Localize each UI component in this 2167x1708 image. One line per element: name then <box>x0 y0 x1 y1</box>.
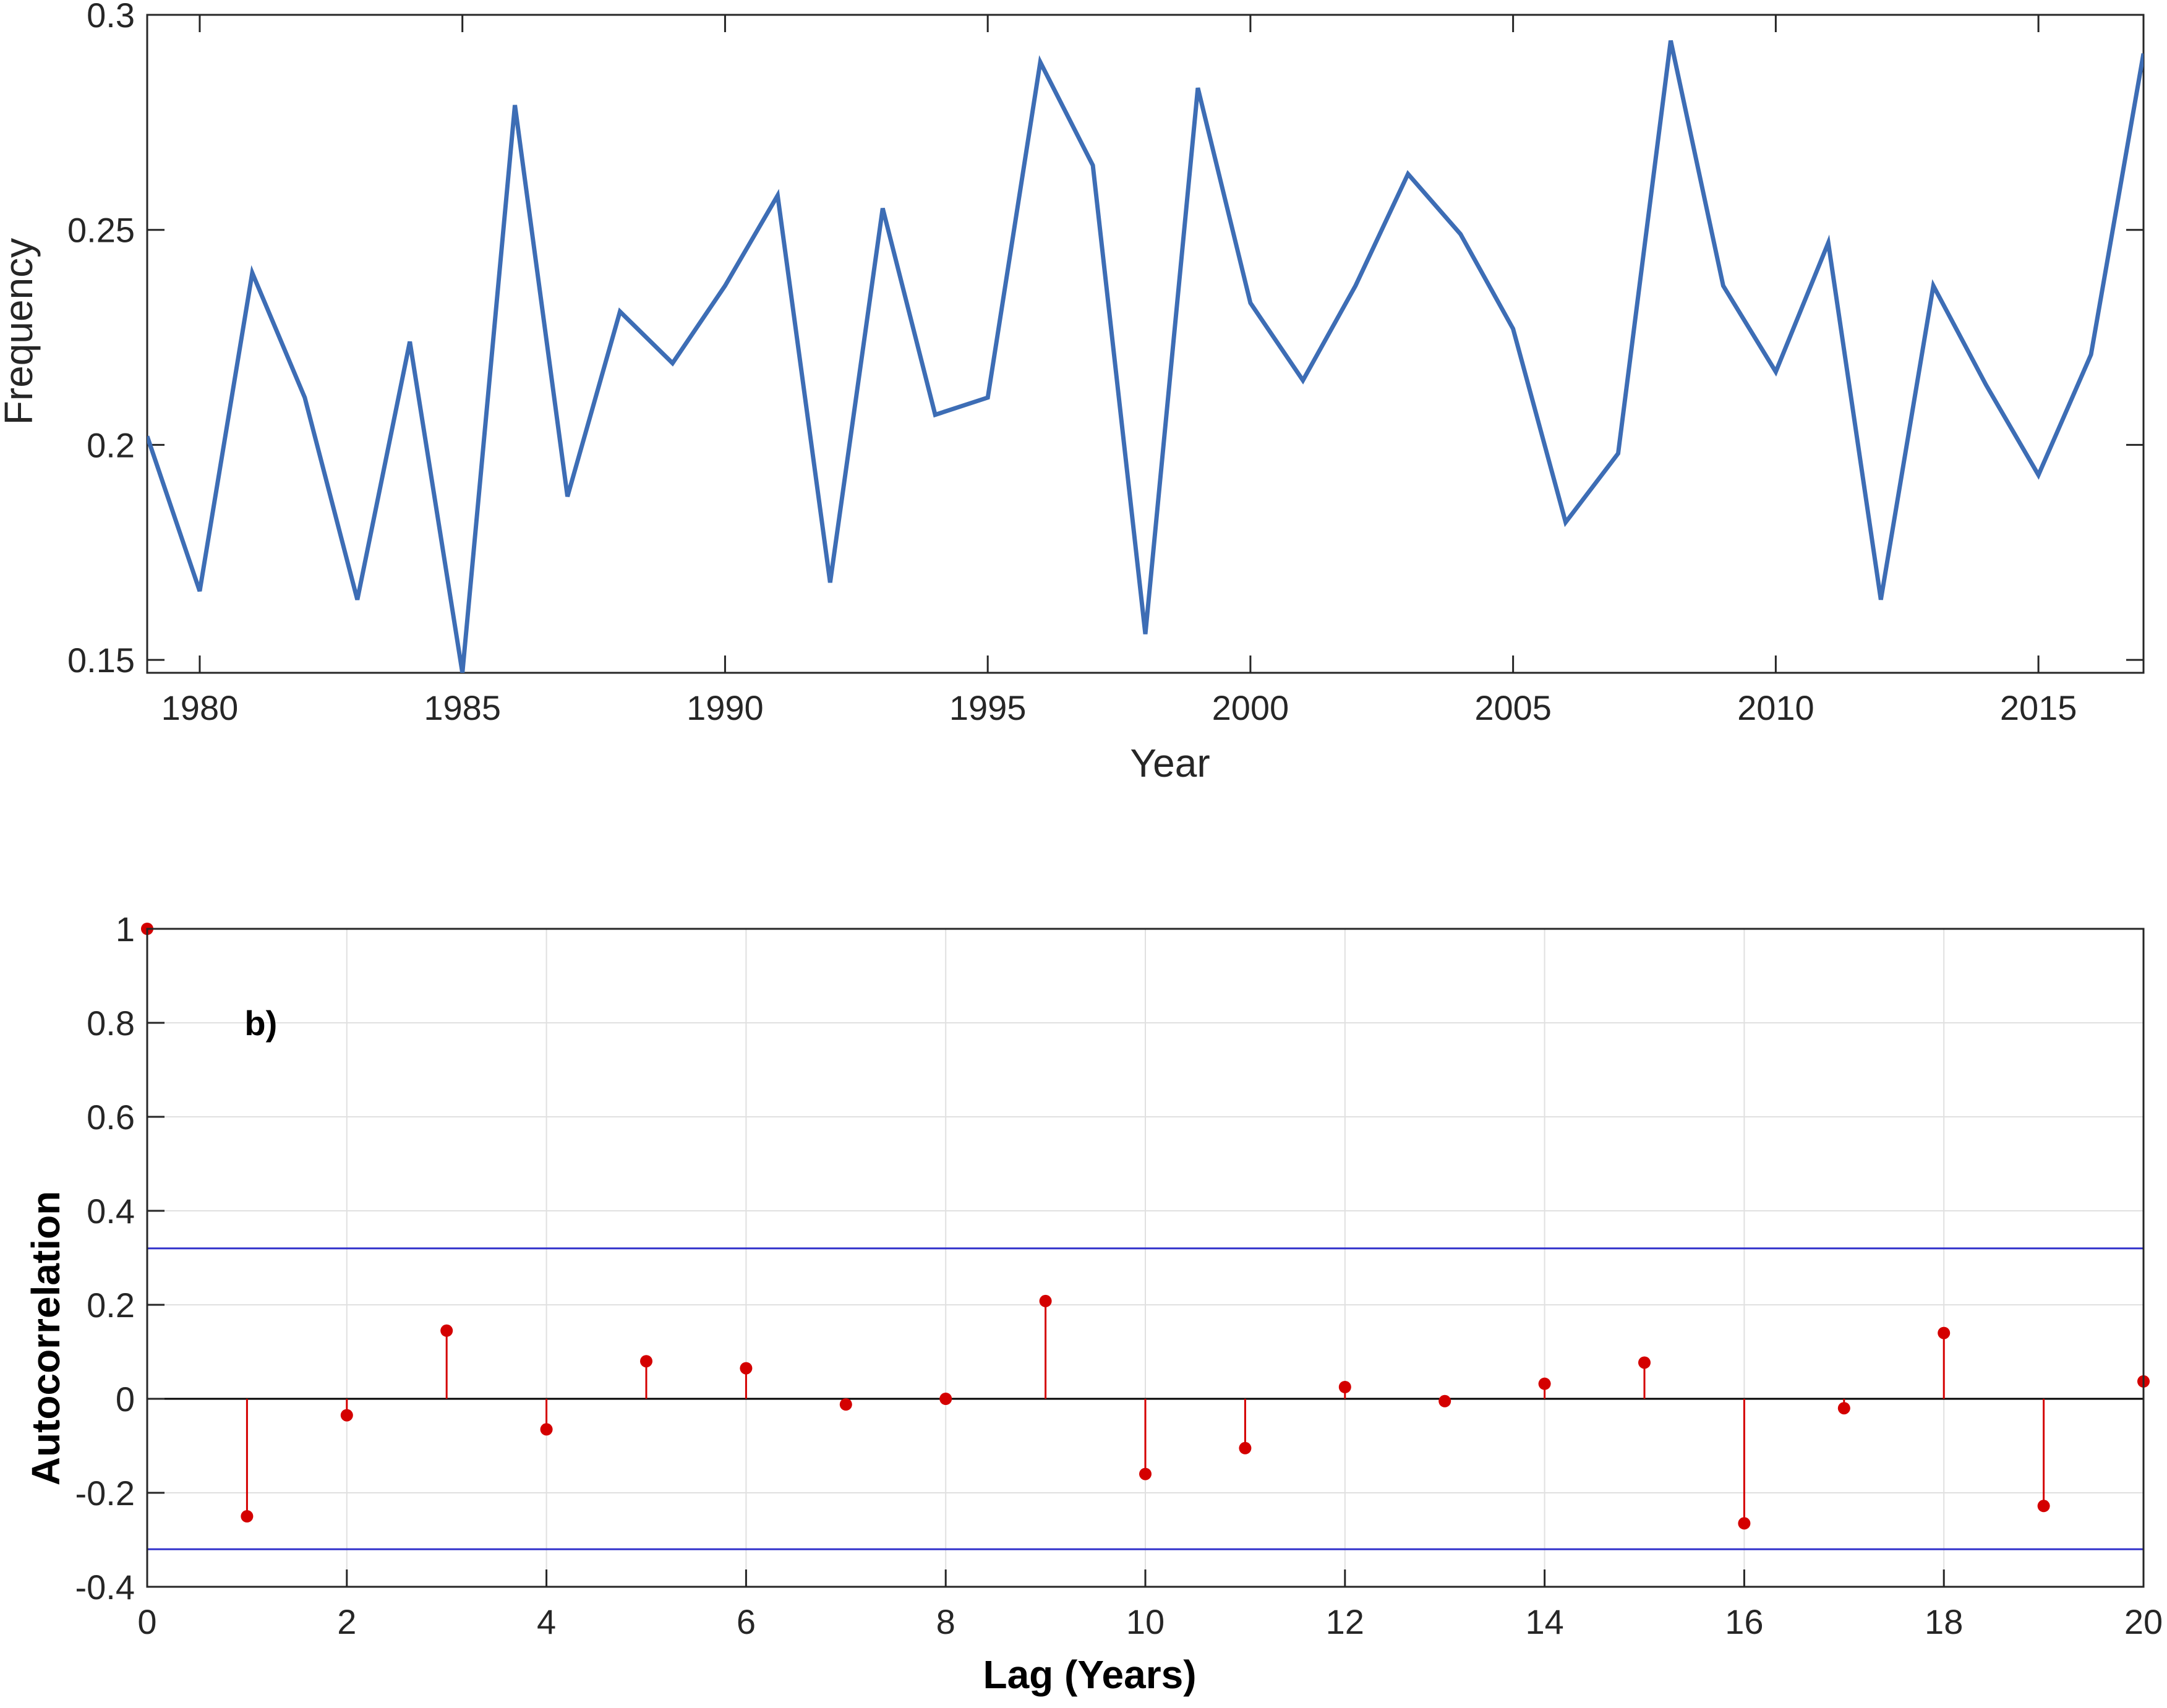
stem-marker-lag-10 <box>1139 1467 1152 1480</box>
panel-a-frequency-chart: 1980 1985 1990 1995 2000 2005 2010 2015 0.15 0.2 0… <box>0 0 2145 785</box>
x-tick-label: 8 <box>936 1602 955 1641</box>
y-axis-label: Frequency <box>0 238 41 425</box>
y-tick-label: 0.4 <box>87 1192 135 1231</box>
x-tick-label: 16 <box>1725 1602 1763 1641</box>
y-tick-label: 0.25 <box>67 211 135 250</box>
stem-marker-lag-19 <box>2037 1500 2050 1513</box>
stem-marker-lag-17 <box>1837 1402 1850 1415</box>
stem-marker-lag-15 <box>1638 1356 1651 1369</box>
stem-marker-lag-6 <box>740 1362 753 1375</box>
y-tick-label: 0.2 <box>87 1286 135 1325</box>
x-tick-label: 2000 <box>1212 688 1289 727</box>
y-tick-label: 0.8 <box>87 1004 135 1043</box>
stem-marker-lag-9 <box>1039 1294 1052 1307</box>
x-tick-label: 6 <box>737 1602 756 1641</box>
stem-marker-lag-12 <box>1338 1381 1351 1393</box>
x-tick-label: 0 <box>137 1602 156 1641</box>
x-tick-label: 1990 <box>686 688 764 727</box>
stem-marker-lag-4 <box>540 1423 553 1436</box>
panel-label: b) <box>244 1004 277 1043</box>
y-tick-label: 0.6 <box>87 1098 135 1137</box>
x-axis-label: Year <box>1130 741 1210 785</box>
stem-marker-lag-2 <box>340 1409 353 1422</box>
stem-marker-lag-7 <box>839 1398 852 1411</box>
x-tick-label: 12 <box>1326 1602 1364 1641</box>
x-tick-label: 4 <box>537 1602 556 1641</box>
stem-marker-lag-8 <box>939 1393 952 1405</box>
y-tick-label: 0.2 <box>87 425 135 464</box>
x-tick-label: 10 <box>1126 1602 1165 1641</box>
plot-frame <box>146 14 2145 674</box>
x-tick-label: 20 <box>2124 1602 2163 1641</box>
y-tick-label: 1 <box>116 910 135 949</box>
panel-b-autocorrelation-chart: 0 2 4 6 8 10 12 14 16 18 20 -0.4 -0.2 0 0.2 0.4 0.6 0.8 1 L… <box>24 910 2163 1697</box>
x-tick-label: 18 <box>1925 1602 1963 1641</box>
x-tick-label: 14 <box>1525 1602 1563 1641</box>
x-tick-label: 1980 <box>161 688 239 727</box>
stem-marker-lag-18 <box>1938 1326 1951 1339</box>
stem-marker-lag-3 <box>440 1324 453 1337</box>
y-tick-label: -0.4 <box>75 1568 135 1607</box>
stem-marker-lag-11 <box>1239 1441 1252 1454</box>
y-tick-label: 0.3 <box>87 0 135 35</box>
y-tick-label: 0.15 <box>67 641 135 680</box>
y-axis-label: Autocorrelation <box>24 1191 68 1485</box>
stem-marker-lag-14 <box>1538 1377 1551 1390</box>
y-tick-label: 0 <box>116 1380 135 1419</box>
stem-marker-lag-13 <box>1438 1394 1451 1407</box>
stem-marker-lag-1 <box>241 1510 254 1522</box>
x-tick-label: 2005 <box>1474 688 1552 727</box>
x-tick-label: 2 <box>337 1602 356 1641</box>
x-tick-label: 1985 <box>424 688 501 727</box>
x-tick-label: 1995 <box>949 688 1027 727</box>
x-tick-label: 2010 <box>1737 688 1814 727</box>
stem-marker-lag-16 <box>1738 1517 1751 1530</box>
y-tick-label: -0.2 <box>75 1474 135 1513</box>
frequency-series-line <box>147 40 2143 673</box>
x-tick-label: 2015 <box>2000 688 2077 727</box>
stem-marker-lag-5 <box>640 1355 652 1368</box>
x-axis-label: Lag (Years) <box>983 1652 1196 1697</box>
